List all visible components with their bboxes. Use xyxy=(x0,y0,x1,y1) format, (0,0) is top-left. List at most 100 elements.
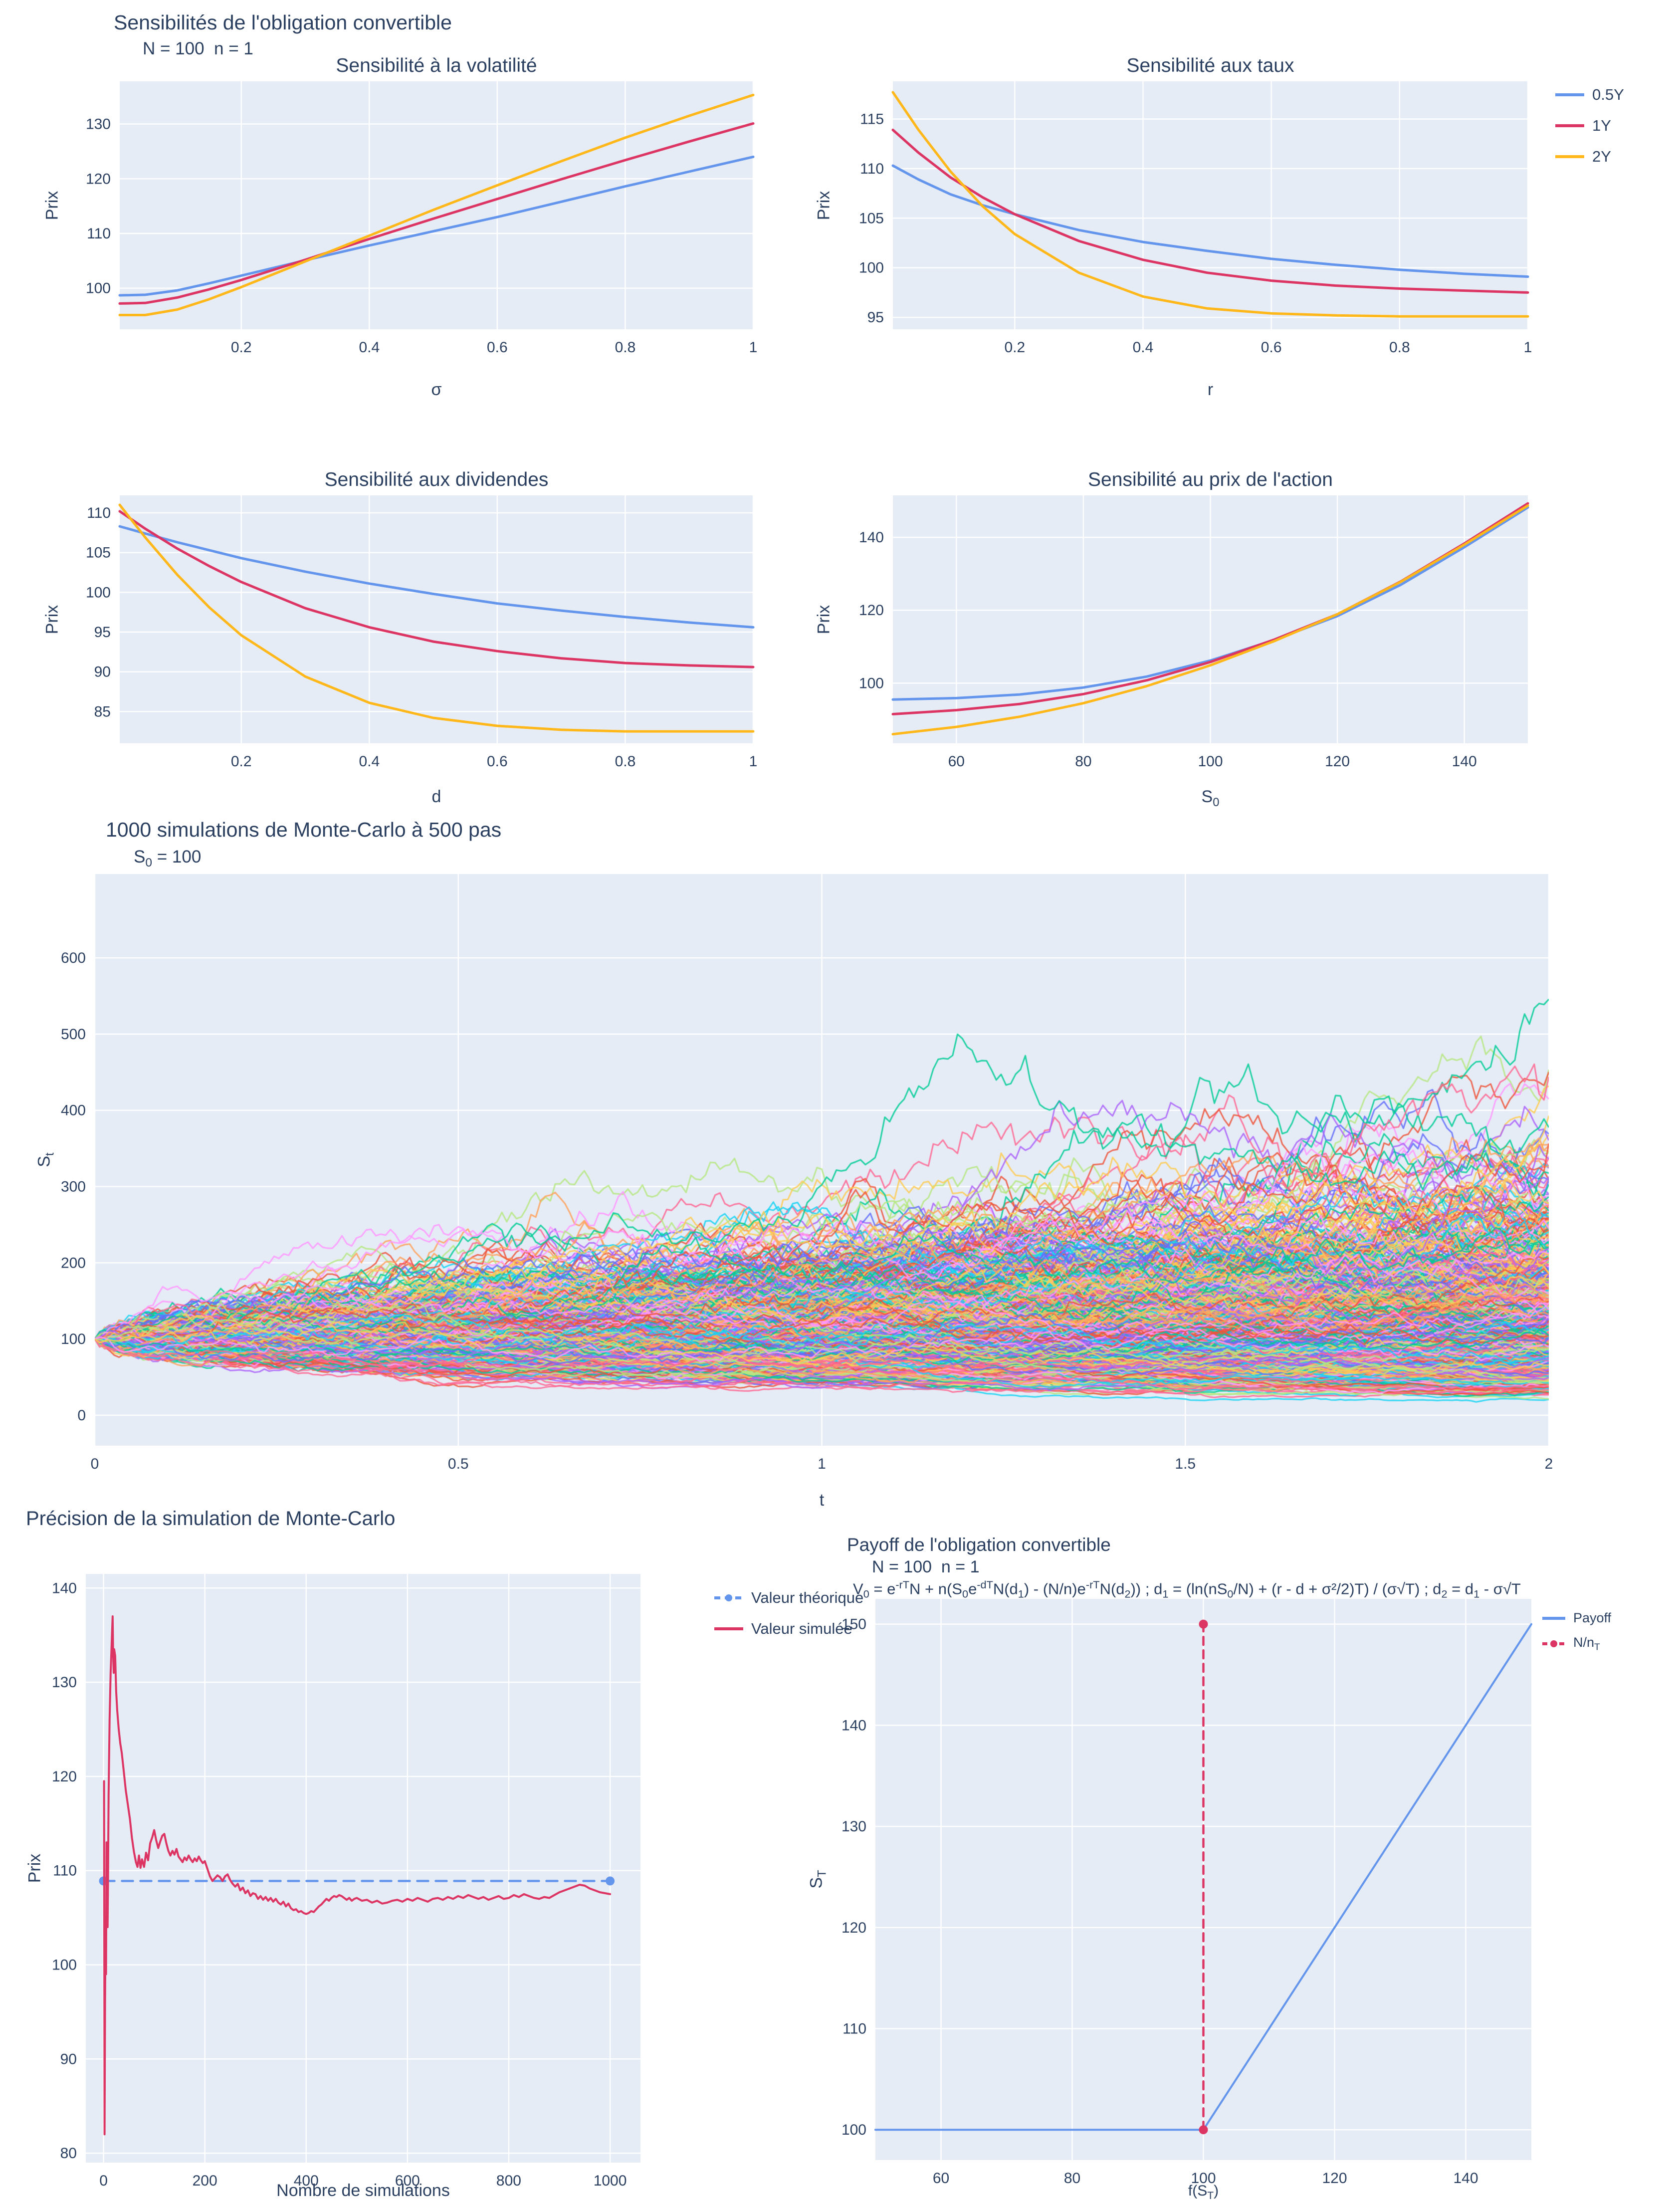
series-marker[interactable] xyxy=(606,1876,615,1886)
svg-text:2: 2 xyxy=(1545,1456,1553,1472)
payoff-formula: V0 = e-rTN + n(S0e-dTN(d1) - (N/n)e-rTN(… xyxy=(853,1578,1521,1600)
svg-text:100: 100 xyxy=(86,584,111,601)
svg-text:200: 200 xyxy=(61,1255,86,1271)
plot-area[interactable]: 60 80 100 120 140 100 110 120 130 140 150 xyxy=(841,1599,1532,2187)
series-marker[interactable] xyxy=(1199,1619,1208,1629)
precision-legend[interactable]: Valeur théorique Valeur simulée xyxy=(714,1589,863,1638)
series-0.5Y[interactable] xyxy=(118,525,755,629)
chart-payoff-xlabel: f(ST) xyxy=(1188,2183,1219,2201)
legend-item[interactable]: N/nT xyxy=(1542,1635,1611,1653)
svg-text:800: 800 xyxy=(496,2173,521,2189)
mc-figure-title: 1000 simulations de Monte-Carlo à 500 pa… xyxy=(106,818,502,841)
chart-precision-plot[interactable]: 0 200 400 600 800 1000 80 90 100 110 120 130 140 xyxy=(52,1574,640,2189)
legend-item[interactable]: 0.5Y xyxy=(1555,86,1624,104)
legend-item[interactable]: 1Y xyxy=(1555,117,1624,135)
chart-volatilite-ylabel: Prix xyxy=(42,191,62,220)
series-1Y[interactable] xyxy=(118,510,755,668)
series-0.5Y[interactable] xyxy=(891,164,1529,278)
series-0.5Y[interactable] xyxy=(118,155,755,297)
svg-text:300: 300 xyxy=(61,1178,86,1195)
svg-text:120: 120 xyxy=(1325,753,1350,770)
svg-text:0.2: 0.2 xyxy=(1004,339,1025,356)
legend-label: Payoff xyxy=(1573,1610,1612,1625)
series-2Y[interactable] xyxy=(891,504,1529,736)
series-2Y[interactable] xyxy=(118,503,755,733)
chart-volatilite-title: Sensibilité à la volatilité xyxy=(336,55,537,76)
svg-text:0.6: 0.6 xyxy=(1261,339,1282,356)
chart-taux-ylabel: Prix xyxy=(814,191,834,220)
legend-label: N/nT xyxy=(1573,1635,1600,1653)
legend-item[interactable]: Valeur théorique xyxy=(714,1589,863,1607)
svg-text:110: 110 xyxy=(87,225,111,242)
series-marker[interactable] xyxy=(1199,2125,1208,2135)
svg-text:120: 120 xyxy=(859,602,884,619)
svg-text:200: 200 xyxy=(193,2173,217,2189)
svg-text:0.6: 0.6 xyxy=(487,339,508,356)
payoff-legend[interactable]: Payoff N/nT xyxy=(1542,1610,1611,1653)
sens-figure-subtitle: N = 100 n = 1 xyxy=(143,39,253,58)
svg-text:110: 110 xyxy=(53,1863,77,1879)
series-1Y[interactable] xyxy=(118,122,755,305)
svg-text:0.6: 0.6 xyxy=(487,753,508,770)
svg-text:0.2: 0.2 xyxy=(231,339,252,356)
series-0.5Y[interactable] xyxy=(891,506,1529,701)
chart-volatilite-plot[interactable]: 0.2 0.4 0.6 0.8 1 100 110 120 130 xyxy=(86,81,757,356)
svg-text:120: 120 xyxy=(52,1768,77,1785)
legend-label: 2Y xyxy=(1592,148,1611,165)
plot-area[interactable]: 0.2 0.4 0.6 0.8 1 100 110 120 130 xyxy=(86,81,757,356)
chart-dividendes-plot[interactable]: 0.2 0.4 0.6 0.8 1 85 90 95 100 105 110 xyxy=(86,495,757,770)
plot-area[interactable]: 60 80 100 120 140 100 120 140 xyxy=(859,495,1529,770)
svg-text:100: 100 xyxy=(86,280,111,297)
chart-action-title: Sensibilité au prix de l'action xyxy=(1088,469,1333,490)
svg-text:1000: 1000 xyxy=(594,2173,627,2189)
sens-legend[interactable]: 0.5Y 1Y 2Y xyxy=(1555,86,1624,166)
svg-text:95: 95 xyxy=(867,309,884,326)
svg-text:0.4: 0.4 xyxy=(1133,339,1154,356)
series-Valeur simulée[interactable] xyxy=(103,1615,612,2136)
svg-text:400: 400 xyxy=(61,1102,86,1119)
legend-label: Valeur simulée xyxy=(751,1620,852,1637)
svg-text:100: 100 xyxy=(859,675,884,691)
chart-volatilite-xlabel: σ xyxy=(431,380,442,399)
legend-item[interactable]: 2Y xyxy=(1555,148,1624,166)
svg-text:105: 105 xyxy=(86,545,111,561)
svg-text:80: 80 xyxy=(1075,753,1091,770)
svg-text:80: 80 xyxy=(60,2145,77,2162)
series-2Y[interactable] xyxy=(118,93,755,316)
mc-figure-subtitle: S0 = 100 xyxy=(134,847,202,870)
svg-text:0.4: 0.4 xyxy=(359,753,380,770)
legend-item[interactable]: Payoff xyxy=(1542,1610,1611,1626)
svg-text:100: 100 xyxy=(1198,753,1223,770)
svg-text:85: 85 xyxy=(94,703,111,720)
svg-text:0.2: 0.2 xyxy=(231,753,252,770)
legend-swatch xyxy=(714,1627,743,1630)
svg-text:60: 60 xyxy=(933,2170,949,2187)
svg-text:0.8: 0.8 xyxy=(615,753,636,770)
legend-label: 0.5Y xyxy=(1592,86,1624,103)
svg-text:130: 130 xyxy=(52,1674,77,1691)
plot-area[interactable]: 0.2 0.4 0.6 0.8 1 85 90 95 100 105 110 xyxy=(86,495,757,770)
plot-area[interactable]: 0 0.5 1 1.5 2 0 100 200 300 400 500 600 xyxy=(61,874,1553,1472)
chart-taux-plot[interactable]: 0.2 0.4 0.6 0.8 1 95 100 105 110 115 xyxy=(859,81,1532,356)
svg-text:0.8: 0.8 xyxy=(1389,339,1410,356)
svg-text:1: 1 xyxy=(1524,339,1532,356)
series-1Y[interactable] xyxy=(891,128,1529,294)
chart-action-plot[interactable]: 60 80 100 120 140 100 120 140 xyxy=(859,495,1529,770)
svg-text:120: 120 xyxy=(1322,2170,1347,2187)
chart-dividendes-xlabel: d xyxy=(431,787,441,806)
chart-montecarlo-plot[interactable]: 0 0.5 1 1.5 2 0 100 200 300 400 500 600 xyxy=(61,874,1553,1472)
chart-payoff-ylabel: ST xyxy=(807,1870,829,1889)
legend-item[interactable]: Valeur simulée xyxy=(714,1620,863,1638)
svg-text:0.8: 0.8 xyxy=(615,339,636,356)
chart-action-xlabel: S0 xyxy=(1201,787,1220,809)
plot-area[interactable]: 0.2 0.4 0.6 0.8 1 95 100 105 110 115 xyxy=(859,81,1532,356)
legend-swatch xyxy=(1542,1616,1565,1620)
chart-payoff-plot[interactable]: 60 80 100 120 140 100 110 120 130 140 150 xyxy=(841,1599,1532,2187)
series-2Y[interactable] xyxy=(891,91,1529,318)
svg-text:0.4: 0.4 xyxy=(359,339,380,356)
legend-label: 1Y xyxy=(1592,117,1611,134)
legend-swatch xyxy=(1555,155,1584,158)
svg-text:100: 100 xyxy=(61,1331,86,1347)
svg-text:140: 140 xyxy=(859,529,884,546)
plot-area[interactable]: 0 200 400 600 800 1000 80 90 100 110 120 130 140 xyxy=(52,1574,640,2189)
